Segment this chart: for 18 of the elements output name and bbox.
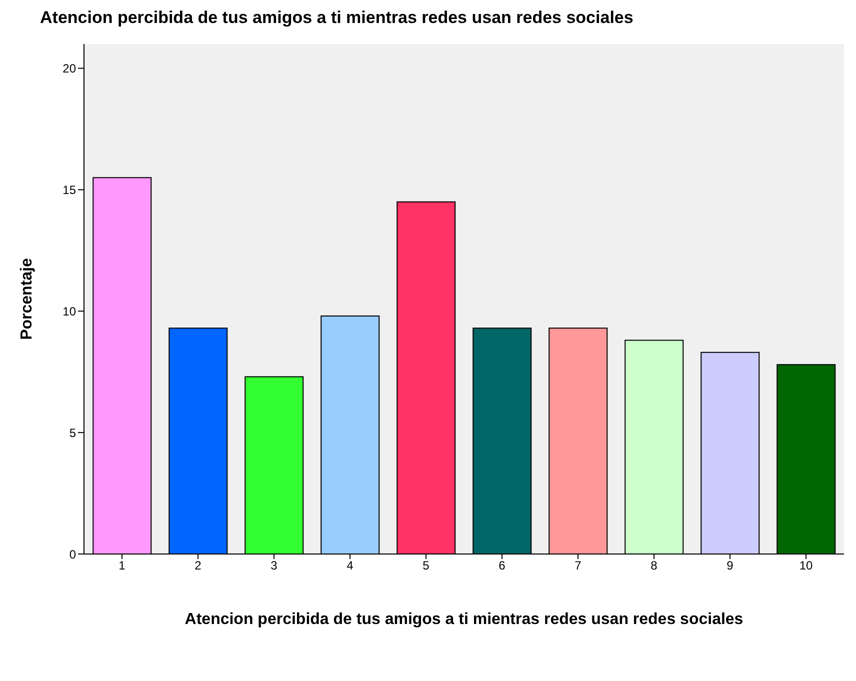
x-tick-label: 8 — [650, 558, 658, 573]
chart-title: Atencion percibida de tus amigos a ti mientras redes usan redes sociales — [40, 8, 634, 29]
y-tick-label: 15 — [62, 182, 76, 197]
x-tick-label: 2 — [194, 558, 202, 573]
x-tick-label: 7 — [574, 558, 582, 573]
x-tick-label: 5 — [422, 558, 430, 573]
x-tick-label: 3 — [270, 558, 278, 573]
x-axis-title: Atencion percibida de tus amigos a ti mientras redes usan redes sociales — [184, 611, 744, 628]
x-tick-label: 10 — [799, 558, 813, 573]
y-tick-label: 20 — [62, 62, 76, 76]
x-tick-label: 1 — [118, 558, 126, 573]
y-axis-title: Porcentaje — [18, 258, 36, 340]
x-tick-label: 9 — [726, 558, 734, 573]
y-tick-label: 10 — [62, 304, 76, 318]
x-tick-label: 4 — [346, 558, 354, 573]
y-tick-label: 5 — [69, 426, 76, 440]
y-tick-label: 0 — [69, 547, 76, 562]
x-tick-label: 6 — [498, 558, 506, 573]
